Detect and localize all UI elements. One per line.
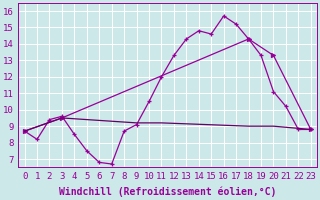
X-axis label: Windchill (Refroidissement éolien,°C): Windchill (Refroidissement éolien,°C) xyxy=(59,187,276,197)
